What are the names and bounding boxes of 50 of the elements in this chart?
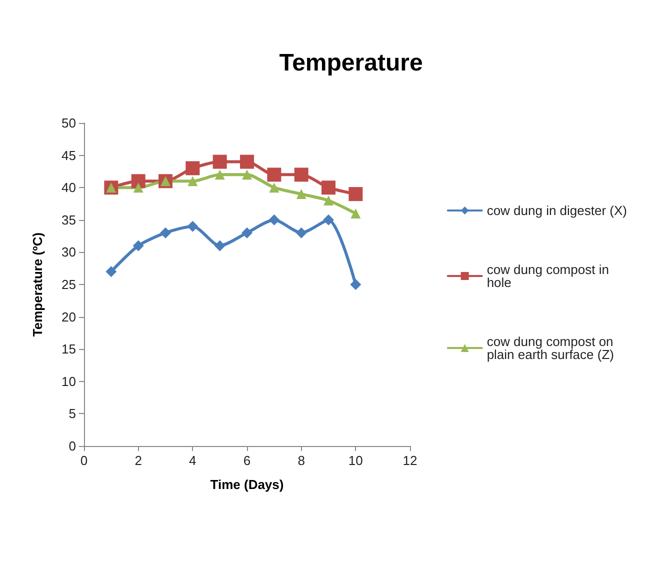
point (324, 196, 334, 206)
y-axis-title: Temperature (ºC) (30, 232, 45, 337)
point (214, 170, 225, 180)
legend-label: cow dung in digester (X) (486, 203, 628, 218)
point (188, 176, 198, 186)
point (160, 227, 171, 238)
point (212, 154, 227, 169)
point (350, 208, 361, 218)
y-tick-label: 45 (62, 148, 76, 163)
y-tick-label: 30 (62, 244, 76, 260)
y-tick-label: 25 (62, 277, 76, 292)
point (296, 227, 307, 238)
point (323, 214, 334, 226)
y-tick-label: 40 (62, 180, 76, 196)
point (106, 266, 117, 278)
point (322, 180, 336, 195)
y-tick-label: 0 (68, 438, 76, 454)
point (267, 168, 282, 182)
x-tick-label: 6 (243, 453, 251, 468)
point (187, 220, 198, 232)
point (242, 227, 252, 238)
point (296, 189, 306, 200)
y-tick-label: 5 (68, 406, 76, 422)
x-tick-label: 12 (402, 453, 418, 468)
y-tick-label: 50 (62, 116, 76, 130)
point (214, 240, 226, 252)
point (132, 240, 144, 252)
point (186, 161, 200, 176)
legend-label: cow dung compost on plain earth surface (Z) (486, 334, 617, 362)
y-tick-label: 20 (62, 309, 76, 324)
point (269, 182, 280, 193)
y-tick-label: 10 (62, 374, 76, 389)
legend-label: cow dung compost in hole (486, 262, 613, 290)
point (294, 168, 308, 182)
y-tick-label: 15 (62, 342, 76, 357)
point (268, 214, 280, 226)
x-tick-label: 4 (189, 453, 196, 468)
point (348, 187, 363, 202)
x-tick-label: 10 (348, 453, 363, 468)
point (350, 279, 362, 290)
point (242, 170, 252, 180)
point (133, 182, 144, 193)
point (131, 174, 146, 188)
chart-title: Temperature (279, 50, 423, 76)
point (240, 154, 254, 169)
y-tick-label: 35 (62, 212, 76, 228)
x-tick-label: 0 (80, 453, 88, 468)
x-tick-label: 8 (298, 453, 305, 468)
x-axis-title: Time (Days) (210, 477, 284, 492)
x-tick-label: 2 (134, 453, 142, 468)
